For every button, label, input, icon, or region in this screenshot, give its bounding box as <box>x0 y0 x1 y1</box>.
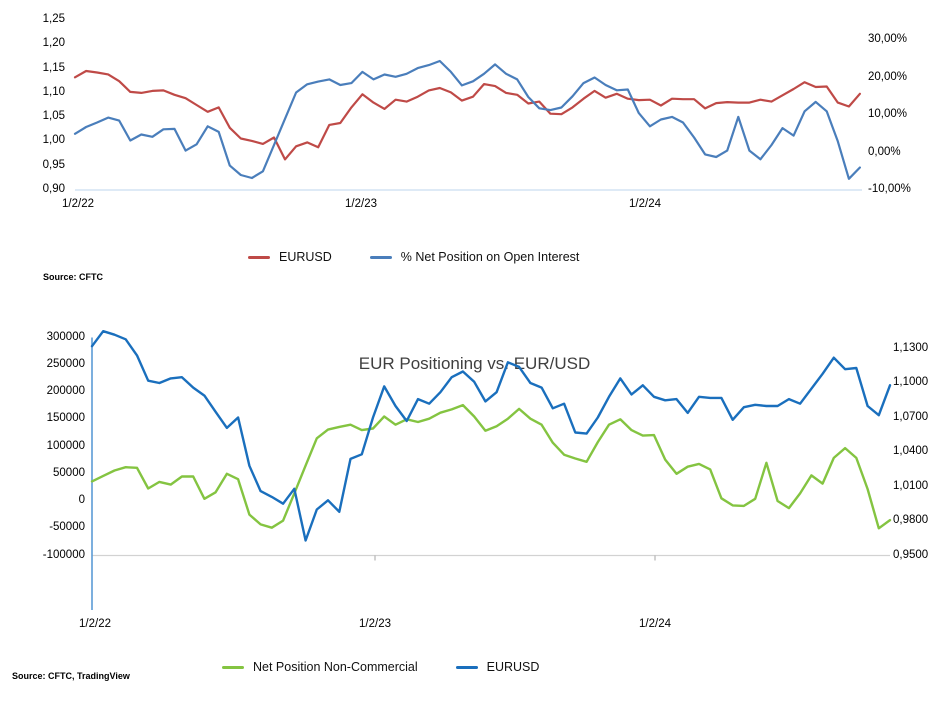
y-left-tick-label: -100000 <box>42 548 85 561</box>
legend-item-eurusd: EURUSD <box>248 250 332 264</box>
y-left-tick-label: 100000 <box>46 439 85 452</box>
y-right-tick-label: 0,9500 <box>893 548 929 561</box>
svg-bottom-series-0 <box>90 403 892 530</box>
net-position-pct-legend-marker <box>369 255 392 259</box>
y-right-tick-label: -10,00% <box>868 183 911 195</box>
y-left-tick-label: 150000 <box>46 412 85 425</box>
svg-top-series-1 <box>73 59 862 180</box>
eurusd-bottom-legend-marker <box>455 665 478 669</box>
y-left-tick-label: 200000 <box>46 385 85 397</box>
y-left-tick-label: 1,15 <box>42 61 65 74</box>
y-left-tick-label: 50000 <box>53 466 85 479</box>
y-right-tick-label: 0,00% <box>868 145 901 158</box>
svg-top-series-0 <box>73 69 862 161</box>
y-right-tick-label: 1,0400 <box>893 445 929 457</box>
top-chart-plot <box>73 59 862 191</box>
y-left-tick-label: 1,00 <box>42 134 65 147</box>
svg-bottom-series-1 <box>90 330 892 542</box>
x-tick-label: 1/2/24 <box>639 618 671 630</box>
net-position-pct-legend-label: % Net Position on Open Interest <box>400 250 580 264</box>
eurusd-legend-label: EURUSD <box>279 250 332 264</box>
y-left-tick-label: 0 <box>78 494 85 506</box>
x-tick-label: 1/2/23 <box>345 198 377 210</box>
y-left-tick-label: 1,05 <box>42 110 65 123</box>
top-chart-legend: EURUSD % Net Position on Open Interest <box>248 250 579 264</box>
y-left-tick-label: 300000 <box>46 330 85 343</box>
y-left-tick-label: 1,20 <box>42 37 65 50</box>
legend-item-net-position-pct: % Net Position on Open Interest <box>369 250 580 264</box>
y-left-tick-label: 250000 <box>46 357 85 370</box>
y-right-tick-label: 1,0700 <box>893 410 929 423</box>
bottom-chart-source: Source: CFTC, TradingView <box>12 671 130 681</box>
y-left-tick-label: 1,10 <box>42 85 65 98</box>
y-left-tick-label: 0,90 <box>42 183 65 195</box>
legend-item-net-position: Net Position Non-Commercial <box>222 660 418 674</box>
net-position-legend-label: Net Position Non-Commercial <box>253 660 418 674</box>
y-right-tick-label: 1,1000 <box>893 376 929 388</box>
y-right-tick-label: 1,0100 <box>893 479 929 492</box>
bottom-chart-title: EUR Positioning vs. EUR/USD <box>358 354 591 373</box>
y-left-tick-label: 0,95 <box>42 158 65 171</box>
y-right-tick-label: 20,00% <box>868 70 908 83</box>
eurusd-legend-marker <box>248 255 270 259</box>
y-right-tick-label: 30,00% <box>868 33 908 45</box>
y-right-tick-label: 1,1300 <box>893 341 929 354</box>
legend-item-eurusd-bottom: EURUSD <box>455 660 540 674</box>
net-position-legend-marker <box>222 665 244 669</box>
eurusd-bottom-legend-label: EURUSD <box>486 660 540 674</box>
bottom-chart-plot <box>90 330 892 610</box>
x-tick-label: 1/2/23 <box>359 618 391 630</box>
y-right-tick-label: 0,9800 <box>893 514 929 526</box>
y-left-tick-label: 1,25 <box>42 13 65 25</box>
top-chart-source: Source: CFTC <box>43 272 104 282</box>
x-tick-label: 1/2/22 <box>79 618 111 630</box>
bottom-chart-legend: Net Position Non-Commercial EURUSD <box>222 660 539 674</box>
y-right-tick-label: 10,00% <box>868 108 908 120</box>
x-tick-label: 1/2/22 <box>62 198 94 210</box>
x-tick-label: 1/2/24 <box>629 198 661 210</box>
y-left-tick-label: -50000 <box>49 521 85 534</box>
